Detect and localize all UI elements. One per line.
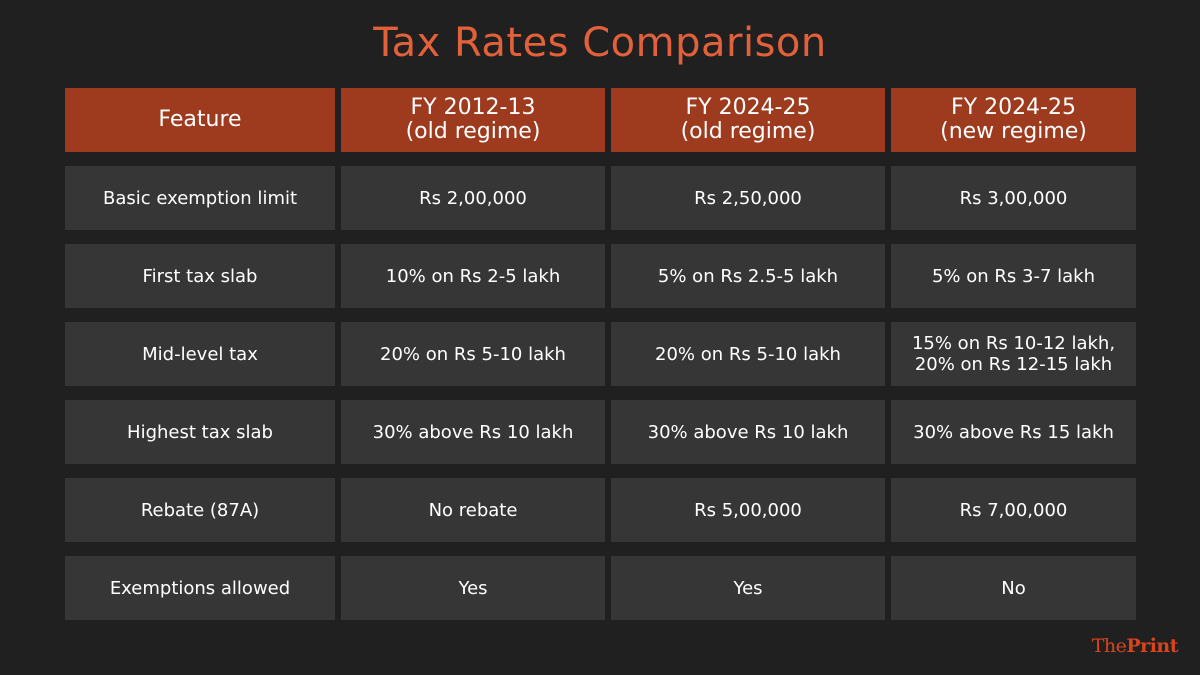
column-header: FY 2024-25 (new regime) (891, 88, 1136, 152)
table-cell: No rebate (341, 478, 605, 542)
table-cell: Rs 3,00,000 (891, 166, 1136, 230)
row-label: Highest tax slab (65, 400, 335, 464)
row-label: Exemptions allowed (65, 556, 335, 620)
column-header: FY 2012-13 (old regime) (341, 88, 605, 152)
table-cell: 20% on Rs 5-10 lakh (611, 322, 885, 386)
table-cell: Rs 2,50,000 (611, 166, 885, 230)
table-cell: 10% on Rs 2-5 lakh (341, 244, 605, 308)
table-cell: 30% above Rs 10 lakh (341, 400, 605, 464)
row-label: Rebate (87A) (65, 478, 335, 542)
page-title: Tax Rates Comparison (373, 20, 827, 66)
table-cell: 5% on Rs 3-7 lakh (891, 244, 1136, 308)
table-cell: 15% on Rs 10-12 lakh, 20% on Rs 12-15 la… (891, 322, 1136, 386)
logo-part-the: The (1091, 635, 1127, 657)
table-cell: 5% on Rs 2.5-5 lakh (611, 244, 885, 308)
table-cell: 20% on Rs 5-10 lakh (341, 322, 605, 386)
theprint-logo: ThePrint (1091, 635, 1179, 657)
column-header: FY 2024-25 (old regime) (611, 88, 885, 152)
table-cell: Rs 5,00,000 (611, 478, 885, 542)
logo-part-print: Print (1126, 635, 1178, 657)
table-cell: Yes (611, 556, 885, 620)
table-cell: No (891, 556, 1136, 620)
table-cell: Rs 2,00,000 (341, 166, 605, 230)
table-cell: Rs 7,00,000 (891, 478, 1136, 542)
column-header: Feature (65, 88, 335, 152)
comparison-table: Feature FY 2012-13 (old regime) FY 2024-25… (65, 88, 1136, 620)
table-cell: Yes (341, 556, 605, 620)
row-label: Basic exemption limit (65, 166, 335, 230)
table-cell: 30% above Rs 10 lakh (611, 400, 885, 464)
table-cell: 30% above Rs 15 lakh (891, 400, 1136, 464)
row-label: First tax slab (65, 244, 335, 308)
row-label: Mid-level tax (65, 322, 335, 386)
